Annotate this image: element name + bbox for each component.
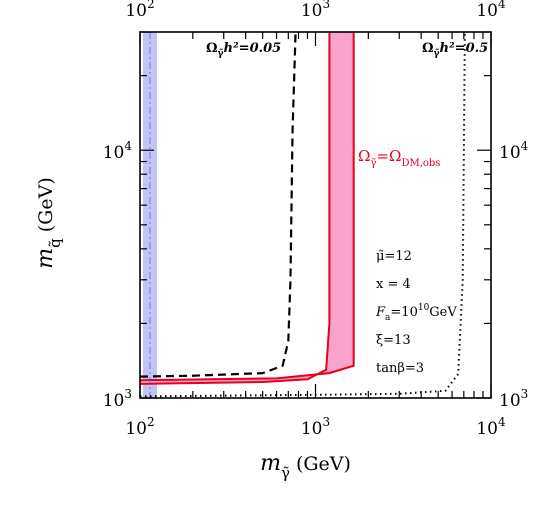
label-curve-005-omega: Ω: [206, 41, 218, 56]
y-tick-label-right-exp: 4: [521, 139, 529, 153]
y-axis-symbol: m: [33, 248, 58, 269]
x-tick-label: 102: [125, 415, 154, 439]
label-curve-005-rest: h²=0.05: [224, 41, 282, 56]
param-label: Fa=1010GeV: [375, 303, 457, 323]
label-curve-005: Ωγ̃h²=0.05: [206, 41, 281, 59]
param-label-text: ξ=13: [376, 333, 411, 348]
label-curve-05: Ωγ̃h²=0.5: [422, 41, 488, 59]
y-tick-label-exp: 4: [124, 139, 132, 153]
label-curve-005-sub: γ̃: [218, 48, 224, 59]
x-tick-label-top-exp: 2: [147, 0, 155, 11]
x-tick-label-top-base: 10: [476, 1, 498, 21]
param-label: ξ=13: [376, 333, 411, 348]
y-tick-label-right-base: 10: [499, 391, 521, 411]
label-curve-05-rest: h²=0.5: [440, 41, 489, 56]
curve-05-line: [140, 32, 466, 398]
y-tick-label-right-base: 10: [499, 143, 521, 163]
y-tick-label-right-exp: 3: [521, 387, 529, 401]
y-tick-label-exp: 3: [124, 387, 132, 401]
relic-band-fill: [140, 32, 354, 384]
param-label-text: μ̃=12: [376, 249, 412, 264]
y-axis-unit: (GeV): [35, 177, 57, 238]
label-relic-band-sub: γ̃: [370, 158, 376, 169]
y-axis-title: mq̃ (GeV): [33, 177, 64, 269]
relic-band-lower-edge: [140, 32, 331, 385]
x-tick-label-top: 103: [301, 0, 330, 21]
x-tick-label-exp: 4: [498, 415, 506, 429]
x-tick-label-exp: 3: [323, 415, 331, 429]
param-label-text: tanβ=3: [376, 361, 424, 376]
param-label: tanβ=3: [376, 361, 424, 376]
param-label-text: x = 4: [376, 277, 411, 292]
x-tick-label-base: 10: [301, 419, 323, 439]
y-tick-label-right: 103: [499, 387, 528, 411]
x-tick-label-top-base: 10: [301, 1, 323, 21]
y-tick-label-base: 10: [103, 143, 125, 163]
curve-005-line: [140, 32, 297, 378]
label-relic-band: Ωγ̃=ΩDM,obs: [358, 147, 440, 169]
y-tick-label-base: 10: [103, 391, 125, 411]
param-label-symbol: F: [375, 305, 386, 320]
label-curve-05-sub: γ̃: [434, 48, 440, 59]
x-tick-label-exp: 2: [147, 415, 155, 429]
param-label-rest: =10: [390, 305, 417, 320]
y-tick-label: 104: [103, 139, 133, 163]
relic-band-upper-edge: [140, 32, 355, 382]
x-tick-label-base: 10: [125, 419, 147, 439]
x-tick-label-top-exp: 3: [323, 0, 331, 11]
plot-frame: [139, 31, 492, 399]
x-tick-label-top: 102: [125, 0, 154, 21]
param-label: μ̃=12: [376, 249, 412, 264]
x-axis-subscript: γ̃: [281, 464, 290, 482]
param-label-sub: a: [385, 313, 391, 323]
x-tick-label: 104: [476, 415, 506, 439]
label-relic-band-omega: Ω: [358, 147, 370, 165]
param-label-sup: 10: [418, 303, 430, 313]
x-tick-label-base: 10: [476, 419, 498, 439]
param-label: x = 4: [376, 277, 411, 292]
label-curve-05-omega: Ω: [422, 41, 434, 56]
x-axis-symbol: m: [260, 451, 281, 476]
label-relic-band-sub2: DM,obs: [401, 158, 440, 169]
x-tick-label-top: 104: [476, 0, 506, 21]
x-axis-title: mγ̃ (GeV): [260, 451, 351, 482]
y-tick-label: 103: [103, 387, 132, 411]
y-axis-subscript: q̃: [46, 238, 64, 248]
y-tick-label-right: 104: [499, 139, 529, 163]
x-tick-label: 103: [301, 415, 330, 439]
x-tick-label-top-exp: 4: [498, 0, 506, 11]
param-label-tail: GeV: [429, 305, 457, 320]
label-relic-band-eq: =Ω: [376, 147, 401, 165]
x-axis-unit: (GeV): [290, 453, 351, 475]
x-tick-label-top-base: 10: [125, 1, 147, 21]
